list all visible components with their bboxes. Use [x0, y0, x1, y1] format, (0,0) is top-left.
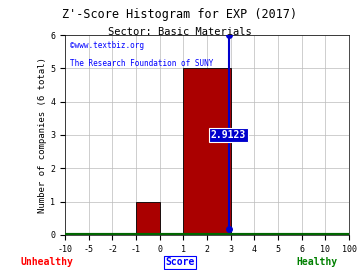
Bar [183, 68, 231, 235]
Y-axis label: Number of companies (6 total): Number of companies (6 total) [38, 57, 47, 213]
Text: 2.9123: 2.9123 [211, 130, 246, 140]
Text: The Research Foundation of SUNY: The Research Foundation of SUNY [71, 59, 214, 68]
Text: Score: Score [165, 257, 195, 267]
Text: Unhealthy: Unhealthy [21, 257, 73, 267]
Text: Z'-Score Histogram for EXP (2017): Z'-Score Histogram for EXP (2017) [62, 8, 298, 21]
Text: Healthy: Healthy [296, 257, 337, 267]
Bar [136, 202, 159, 235]
Text: Sector: Basic Materials: Sector: Basic Materials [108, 27, 252, 37]
Text: ©www.textbiz.org: ©www.textbiz.org [71, 41, 144, 50]
